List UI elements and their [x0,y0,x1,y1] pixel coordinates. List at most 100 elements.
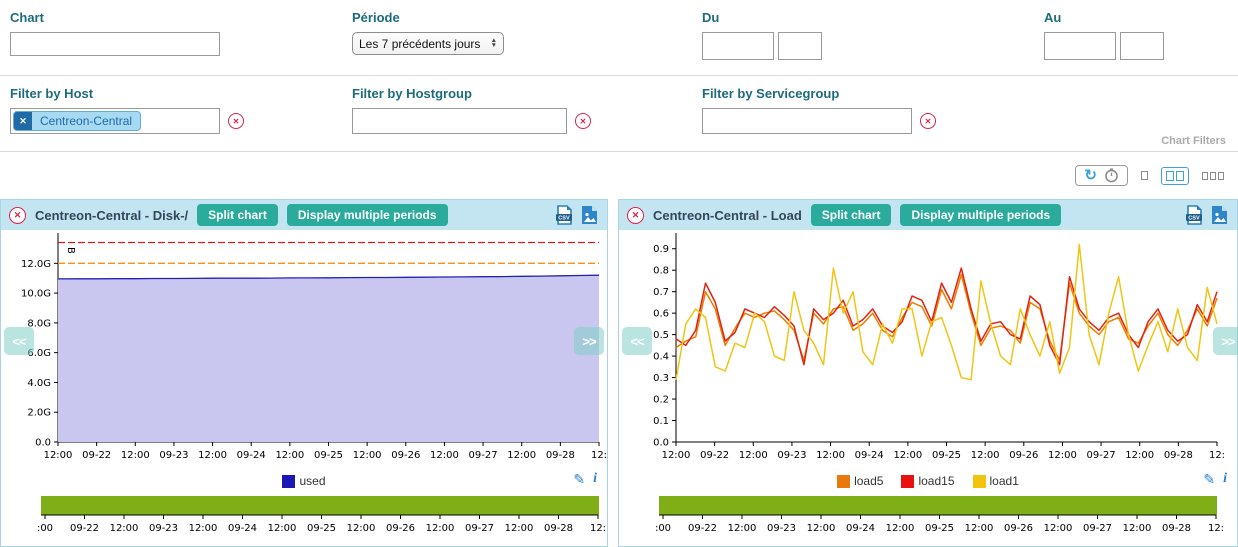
svg-text:12:: 12: [1209,450,1225,461]
svg-text:09-26: 09-26 [391,450,420,461]
chip-remove-icon[interactable]: ✕ [14,112,32,130]
export-csv-icon[interactable]: CSV [555,205,574,225]
svg-text:09-25: 09-25 [932,450,961,461]
du-time-input[interactable] [778,32,822,60]
graph-header-disk: ✕ Centreon-Central - Disk-/ Split chart … [1,200,607,230]
legend-item[interactable]: load5 [837,474,883,488]
svg-text:09-23: 09-23 [149,523,178,534]
svg-text:8.0G: 8.0G [27,318,51,329]
timer-icon[interactable] [1104,168,1119,183]
svg-text:09-27: 09-27 [1083,523,1112,534]
periode-select[interactable]: Les 7 précédents jours ▲ ▼ [352,32,504,55]
svg-text:12:00: 12:00 [807,523,836,534]
remove-graph-icon[interactable]: ✕ [627,206,644,224]
export-image-icon[interactable] [580,205,599,225]
filters-row-2: Filter by Host ✕ Centreon-Central ✕ Filt… [0,76,1238,152]
svg-text:0.9: 0.9 [653,244,669,255]
chart-filters-section: Chart Période Les 7 précédents jours ▲ ▼ … [0,0,1238,152]
servicegroup-clear-icon[interactable]: ✕ [920,113,936,129]
svg-text::00: :00 [37,523,53,534]
host-clear-icon[interactable]: ✕ [228,113,244,129]
export-csv-icon[interactable]: CSV [1185,205,1204,225]
svg-text:09-24: 09-24 [855,450,884,461]
svg-text:12:00: 12:00 [1048,450,1077,461]
edit-pencil-icon[interactable]: ✎ [1203,471,1216,487]
svg-text:09-24: 09-24 [237,450,266,461]
layout-1-column-button[interactable] [1141,171,1148,180]
svg-text:12:00: 12:00 [739,450,768,461]
hostgroup-clear-icon[interactable]: ✕ [575,113,591,129]
legend-items: load5 load15 load1 [837,474,1019,488]
svg-text:09-24: 09-24 [228,523,257,534]
svg-text:09-26: 09-26 [1004,523,1033,534]
display-multiple-periods-button[interactable]: Display multiple periods [900,204,1062,226]
split-chart-button[interactable]: Split chart [197,204,278,226]
svg-text:4.0G: 4.0G [27,378,51,389]
legend-item[interactable]: used [282,474,326,488]
graph-title: Centreon-Central - Disk-/ [35,207,189,223]
svg-text:09-28: 09-28 [546,450,575,461]
legend-row: load5 load15 load1 ✎ i [619,468,1237,494]
layout-3-columns-button[interactable] [1202,171,1224,180]
svg-text:0.1: 0.1 [653,416,669,427]
info-icon[interactable]: i [1223,471,1227,486]
legend-color-swatch [837,474,851,488]
svg-text:09-25: 09-25 [307,523,336,534]
svg-text:12:: 12: [590,523,606,534]
host-filter-input[interactable]: ✕ Centreon-Central [10,108,220,134]
svg-text:09-26: 09-26 [1009,450,1038,461]
export-image-icon[interactable] [1210,205,1229,225]
servicegroup-filter-field: Filter by Servicegroup ✕ [702,86,936,134]
legend-item[interactable]: load15 [901,474,955,488]
svg-text:12:00: 12:00 [816,450,845,461]
graph-title: Centreon-Central - Load [653,207,802,223]
svg-text:12:00: 12:00 [662,450,691,461]
svg-text:0.3: 0.3 [653,373,669,384]
remove-graph-icon[interactable]: ✕ [9,206,26,224]
next-period-button[interactable]: >> [1213,327,1238,355]
svg-text:12:00: 12:00 [728,523,757,534]
svg-text:CSV: CSV [1188,216,1200,222]
next-period-button[interactable]: >> [574,327,604,355]
svg-text:12:00: 12:00 [971,450,1000,461]
hostgroup-filter-input[interactable] [352,108,567,134]
svg-text:09-25: 09-25 [314,450,343,461]
svg-text:6.0G: 6.0G [27,348,51,359]
du-date-input[interactable] [702,32,774,60]
load-timeline-selector[interactable]: :00 09-22 12:00 09-23 12:00 09-24 12:00 09-25 12… [619,494,1225,540]
au-date-input[interactable] [1044,32,1116,60]
svg-text:12:00: 12:00 [430,450,459,461]
svg-text:09-25: 09-25 [925,523,954,534]
svg-text:09-23: 09-23 [777,450,806,461]
edit-pencil-icon[interactable]: ✎ [573,471,586,487]
layout-2-columns-button-active[interactable] [1161,166,1189,185]
display-multiple-periods-button[interactable]: Display multiple periods [286,204,448,226]
du-label: Du [702,10,720,25]
split-chart-button[interactable]: Split chart [810,204,892,226]
disk-timeline-selector[interactable]: :00 09-22 12:00 09-23 12:00 09-24 12:00 09-25 12… [1,494,607,540]
disk-usage-chart[interactable]: 0.0 2.0G 4.0G 6.0G 8.0G 10.0G 12.0G 12:00 09-22 1… [1,230,607,468]
svg-text:09-22: 09-22 [82,450,111,461]
svg-text:12:00: 12:00 [353,450,382,461]
chart-filter-field: Chart [10,10,220,56]
chart-filter-input[interactable] [10,32,220,56]
host-filter-label: Filter by Host [10,86,94,101]
load-chart[interactable]: 0.0 0.1 0.2 0.3 0.4 0.5 0.6 0.7 0.8 0.9 12:00 09-22… [619,230,1225,468]
legend-item[interactable]: load1 [972,474,1019,488]
svg-text:12:00: 12:00 [110,523,139,534]
au-time-input[interactable] [1120,32,1164,60]
svg-text:0.4: 0.4 [653,352,669,363]
svg-text:09-23: 09-23 [767,523,796,534]
graph-panel-disk: ✕ Centreon-Central - Disk-/ Split chart … [0,199,608,547]
svg-text:B: B [65,247,76,254]
previous-period-button[interactable]: << [4,327,34,355]
refresh-icon[interactable]: ↻ [1084,167,1097,184]
periode-label: Période [352,10,400,25]
svg-text:0.7: 0.7 [653,287,669,298]
svg-text:09-26: 09-26 [386,523,415,534]
previous-period-button[interactable]: << [622,327,652,355]
info-icon[interactable]: i [593,471,597,486]
svg-text:0.0: 0.0 [35,438,51,449]
svg-text:12.0G: 12.0G [21,259,51,270]
servicegroup-filter-input[interactable] [702,108,912,134]
